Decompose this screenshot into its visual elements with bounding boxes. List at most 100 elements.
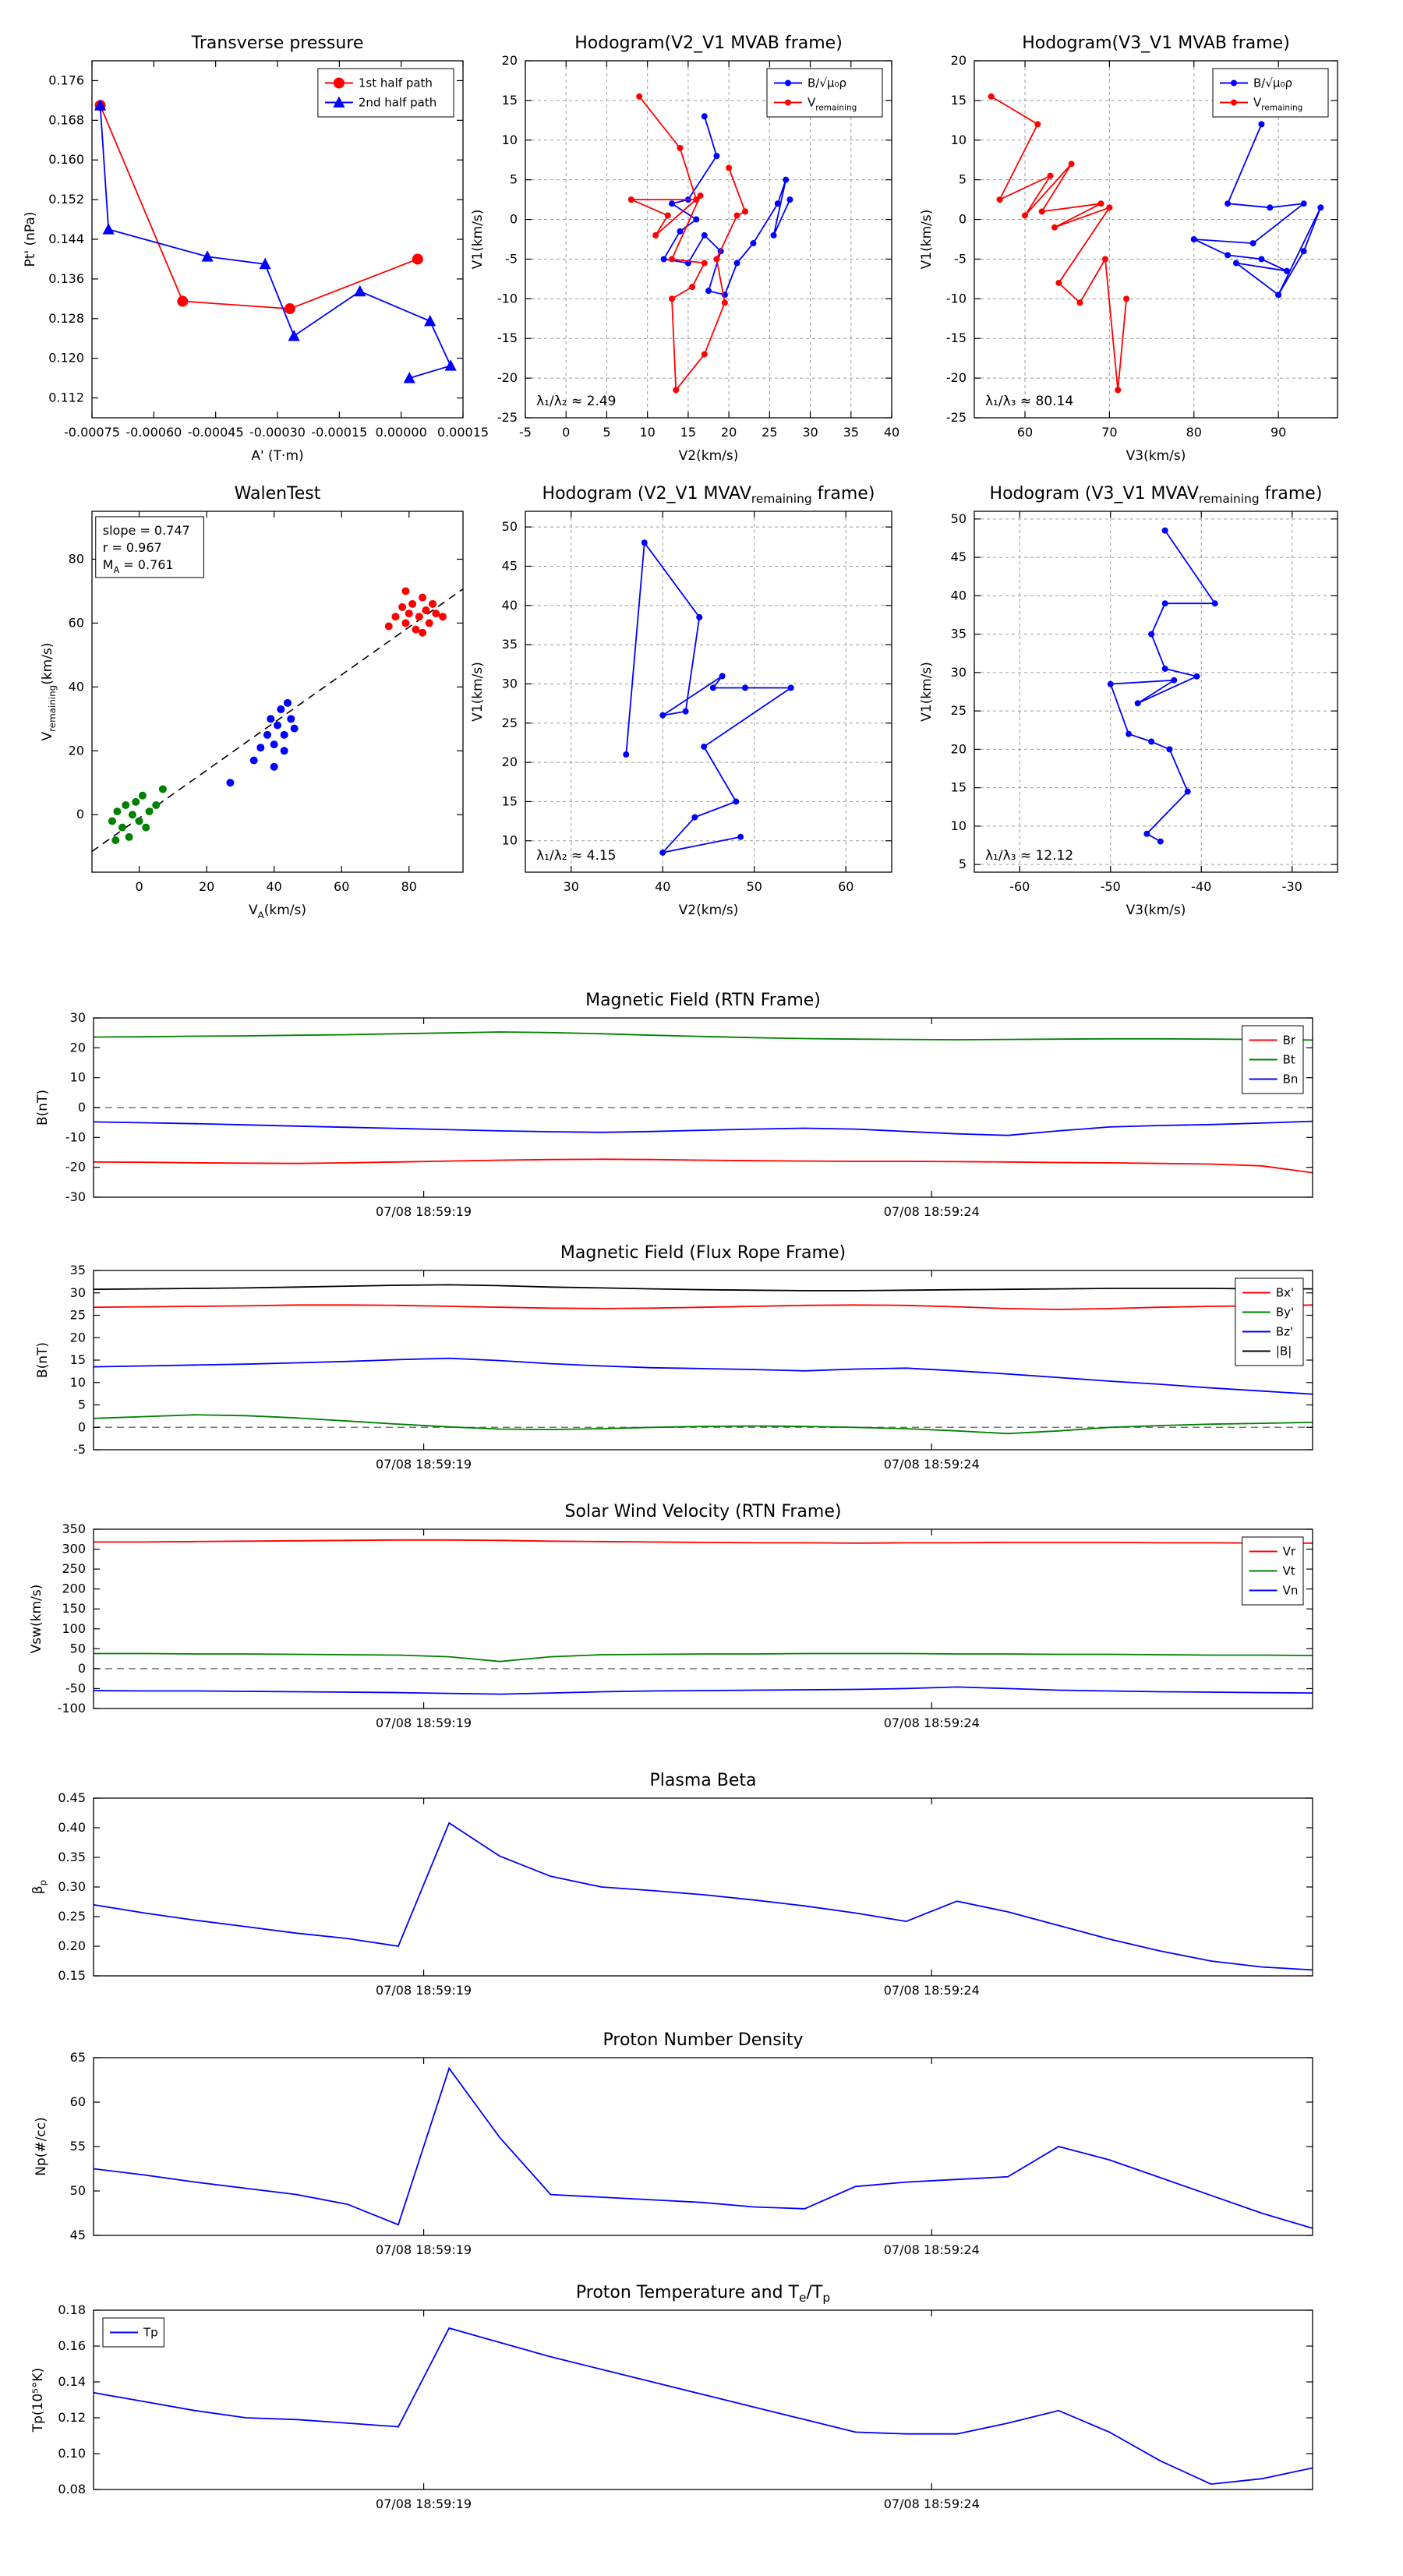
ytick-label: -25 — [497, 410, 518, 425]
chart-title: Proton Number Density — [603, 2030, 804, 2050]
chart-title: Hodogram(V2_V1 MVAB frame) — [574, 34, 843, 53]
ytick-label: 65 — [70, 2050, 86, 2065]
ytick-label: 15 — [502, 793, 518, 808]
ytick-label: 0.144 — [48, 231, 84, 246]
series-b-flux-rope-3 — [93, 1284, 1313, 1292]
legend-label: Vremaining — [1253, 96, 1302, 113]
legend-label: Vremaining — [808, 96, 857, 113]
ytick-label: -25 — [946, 410, 967, 425]
chart-title: Transverse pressure — [191, 34, 364, 53]
series-vsw-rtn-2 — [93, 1686, 1313, 1695]
ytick-label: 100 — [62, 1621, 86, 1636]
ytick-label: 5 — [959, 857, 967, 871]
chart-vsw-rtn: 07/08 18:59:19 07/08 18:59:24 -100 -50 0 50 10… — [29, 1502, 1313, 1730]
chart-title: Hodogram(V3_V1 MVAB frame) — [1022, 34, 1290, 53]
series-b-flux-rope-0 — [93, 1304, 1313, 1310]
xtick-label: 60 — [1017, 425, 1033, 440]
ytick-label: 20 — [70, 1330, 86, 1345]
y-axis-label: Vsw(km/s) — [29, 1585, 44, 1654]
ytick-label: 35 — [951, 627, 967, 641]
xtick-label: -40 — [1191, 879, 1211, 894]
stats-line: MA = 0.761 — [103, 557, 174, 575]
ytick-label: 15 — [70, 1352, 86, 1367]
legend-label: Bx' — [1276, 1286, 1294, 1300]
chart-hodogram-v3v1-mvav: -60 -50 -40 -30 5 10 15 20 25 30 35 40 45 50 Hodogram … — [919, 484, 1338, 918]
xtick-label: -30 — [1282, 879, 1302, 894]
series-proton-temperature-0 — [93, 2327, 1313, 2486]
ytick-label: 0.45 — [58, 1790, 86, 1805]
xtick-label: 25 — [762, 425, 777, 440]
legend-label: |B| — [1276, 1345, 1292, 1359]
ytick-label: 0.152 — [48, 192, 84, 207]
annotation: λ₁/λ₃ ≈ 12.12 — [985, 848, 1073, 864]
legend-label: 2nd half path — [359, 96, 436, 110]
xtick-label: 07/08 18:59:19 — [376, 1716, 472, 1730]
ytick-label: 20 — [69, 743, 84, 758]
legend-label: Vt — [1283, 1564, 1295, 1578]
ytick-label: 150 — [62, 1601, 86, 1616]
series-b-rtn-2 — [93, 1120, 1313, 1136]
legend-label: Bn — [1283, 1072, 1299, 1087]
chart-proton-density: 07/08 18:59:19 07/08 18:59:24 45 50 55 60 65 Pr… — [34, 2030, 1313, 2257]
legend-label: Vr — [1283, 1545, 1296, 1559]
ytick-label: 15 — [951, 780, 967, 795]
chart-hodogram-v2v1-mvab: -5 0 5 10 15 20 25 30 35 40 -25 -20 -15 -10 -5 0 5 10 15 20… — [470, 34, 899, 464]
chart-title: Plasma Beta — [650, 1771, 757, 1790]
plot-area-hodogram-v2v1-mvav — [525, 511, 892, 872]
ytick-label: 15 — [951, 93, 967, 108]
chart-title: Magnetic Field (RTN Frame) — [585, 991, 821, 1010]
series-walen-test-0 — [91, 588, 464, 853]
legend-label: B/√μ₀ρ — [808, 76, 846, 90]
ytick-label: 45 — [70, 2228, 86, 2242]
ytick-label: -5 — [954, 251, 967, 266]
ytick-label: 0.120 — [48, 351, 84, 366]
ytick-label: 0.112 — [48, 390, 84, 405]
ytick-label: 60 — [69, 615, 84, 630]
xtick-label: -0.00030 — [249, 425, 306, 440]
ytick-label: -50 — [65, 1680, 86, 1695]
ytick-label: 80 — [69, 551, 84, 566]
ytick-label: 35 — [502, 637, 518, 652]
series-b-flux-rope-2 — [93, 1357, 1313, 1395]
ytick-label: 0.160 — [48, 152, 84, 167]
xtick-label: 07/08 18:59:24 — [884, 2496, 980, 2511]
ytick-label: 0.136 — [48, 271, 84, 286]
ytick-label: 10 — [70, 1375, 86, 1390]
xtick-label: 10 — [639, 425, 655, 440]
chart-title: WalenTest — [235, 484, 321, 504]
ytick-label: 30 — [70, 1010, 86, 1025]
stats-box — [95, 516, 204, 578]
xtick-label: 07/08 18:59:19 — [376, 1457, 472, 1472]
y-axis-label: B(nT) — [35, 1342, 51, 1378]
xtick-label: 07/08 18:59:24 — [884, 1983, 980, 1998]
ytick-label: 0 — [76, 807, 84, 822]
y-axis-label: βp — [30, 1880, 48, 1894]
ytick-label: -10 — [946, 291, 967, 306]
ytick-label: 55 — [70, 2139, 86, 2154]
xtick-label: 20 — [721, 425, 737, 440]
ytick-label: 0.14 — [58, 2374, 86, 2389]
y-axis-label: B(nT) — [35, 1090, 51, 1125]
xtick-label: 60 — [838, 879, 853, 894]
ytick-label: 20 — [951, 741, 967, 756]
y-axis-label: V1(km/s) — [919, 210, 935, 270]
xtick-label: 80 — [1186, 425, 1202, 440]
series-b-flux-rope-1 — [93, 1414, 1313, 1435]
ytick-label: -10 — [497, 291, 518, 306]
ytick-label: 40 — [951, 588, 967, 602]
legend-label: Vn — [1283, 1584, 1299, 1598]
xtick-label: 07/08 18:59:19 — [376, 2242, 472, 2257]
xtick-label: 07/08 18:59:19 — [376, 2496, 472, 2511]
y-axis-label: Np(#/cc) — [34, 2117, 49, 2175]
xtick-label: 60 — [334, 879, 349, 894]
chart-title: Proton Temperature and Te/Tp — [576, 2283, 830, 2305]
xtick-label: 70 — [1101, 425, 1117, 440]
ytick-label: 0.18 — [58, 2302, 86, 2317]
chart-hodogram-v2v1-mvav: 30 40 50 60 10 15 20 25 30 35 40 45 50 Hodogram (V2_V… — [470, 484, 892, 918]
series-plasma-beta-0 — [93, 1822, 1313, 1971]
annotation: λ₁/λ₂ ≈ 2.49 — [536, 394, 616, 409]
ytick-label: 5 — [510, 172, 518, 187]
legend-box — [1212, 68, 1329, 118]
